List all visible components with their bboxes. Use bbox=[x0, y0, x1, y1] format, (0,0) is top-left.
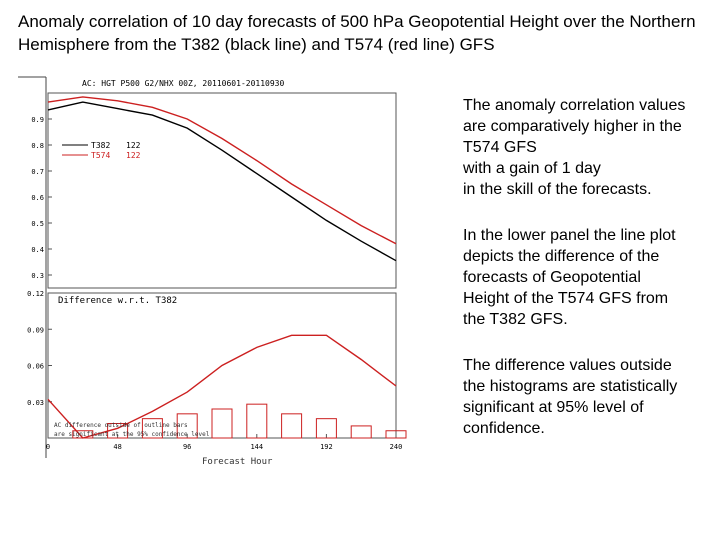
note-line: are comparatively higher in the bbox=[463, 118, 682, 135]
significance-bar bbox=[141, 418, 163, 439]
series-line-t382 bbox=[47, 101, 397, 262]
significance-bar bbox=[281, 413, 303, 439]
note-line: The difference values outside bbox=[463, 357, 672, 374]
slide-title: Anomaly correlation of 10 day forecasts … bbox=[18, 12, 696, 54]
y-tick-label: 0.3 bbox=[31, 272, 44, 280]
note-line: forecasts of Geopotential bbox=[463, 269, 641, 286]
lower-chart-title: Difference w.r.t. T382 bbox=[58, 296, 177, 306]
x-tick-label: 240 bbox=[390, 443, 403, 451]
y-tick-label: 0.03 bbox=[27, 399, 44, 407]
footnote-line-1: AC difference outside of outline bars bbox=[54, 422, 188, 429]
note-line: Height of the T574 GFS from bbox=[463, 290, 669, 307]
note-line: In the lower panel the line plot bbox=[463, 227, 676, 244]
legend-count-t382: 122 bbox=[126, 141, 141, 150]
x-tick-label: 192 bbox=[320, 443, 333, 451]
significance-bar bbox=[315, 418, 337, 439]
y-tick-label: 0.06 bbox=[27, 363, 44, 371]
y-tick-label: 0.5 bbox=[31, 220, 44, 228]
legend-label-t382: T382 bbox=[91, 141, 110, 150]
significance-bar bbox=[176, 413, 198, 439]
upper-plot-frame bbox=[47, 92, 397, 289]
x-tick-label: 144 bbox=[250, 443, 263, 451]
note-significance: The difference values outside the histog… bbox=[463, 355, 715, 439]
note-line: confidence. bbox=[463, 420, 545, 437]
note-anomaly-correlation: The anomaly correlation values are compa… bbox=[463, 95, 715, 200]
note-difference-panel: In the lower panel the line plot depicts… bbox=[463, 225, 715, 330]
footnote-line-2: are significant at the 95% confidence le… bbox=[54, 431, 210, 438]
note-line: depicts the difference of the bbox=[463, 248, 660, 265]
upper-chart-title: AC: HGT P500 G2/NHX 00Z, 20110601-201109… bbox=[82, 79, 284, 88]
figure-decoration bbox=[18, 76, 47, 458]
difference-line bbox=[47, 334, 397, 439]
x-tick-label: 96 bbox=[183, 443, 191, 451]
y-tick-label: 0.4 bbox=[31, 246, 44, 254]
note-line: T574 GFS bbox=[463, 139, 537, 156]
legend-label-t574: T574 bbox=[91, 151, 110, 160]
series-line-t574 bbox=[47, 96, 397, 245]
note-line: the T382 GFS. bbox=[463, 311, 568, 328]
y-tick-label: 0.09 bbox=[27, 326, 44, 334]
x-tick-label: 0 bbox=[46, 443, 50, 451]
significance-bar bbox=[211, 408, 233, 439]
note-line: the histograms are statistically bbox=[463, 378, 678, 395]
y-tick-label: 0.8 bbox=[31, 142, 44, 150]
note-line: with a gain of 1 day bbox=[463, 160, 601, 177]
y-tick-label: 0.7 bbox=[31, 168, 44, 176]
legend-count-t574: 122 bbox=[126, 151, 141, 160]
y-tick-label: 0.6 bbox=[31, 194, 44, 202]
note-line: The anomaly correlation values bbox=[463, 97, 686, 114]
significance-bar bbox=[246, 403, 268, 439]
x-axis-label: Forecast Hour bbox=[202, 457, 273, 467]
lower-panel: 0.12 0.09 0.06 0.03 0 48 96 144 192 240 bbox=[27, 290, 407, 451]
significance-bar bbox=[350, 425, 372, 439]
y-tick-label: 0.9 bbox=[31, 116, 44, 124]
note-line: in the skill of the forecasts. bbox=[463, 181, 652, 198]
x-tick-label: 48 bbox=[113, 443, 121, 451]
y-tick-label: 0.12 bbox=[27, 290, 44, 298]
note-line: significant at 95% level of bbox=[463, 399, 644, 416]
upper-panel: 0.9 0.8 0.7 0.6 0.5 0.4 0.3 T382 122 T574 122 bbox=[31, 92, 397, 289]
significance-bar bbox=[385, 430, 407, 439]
